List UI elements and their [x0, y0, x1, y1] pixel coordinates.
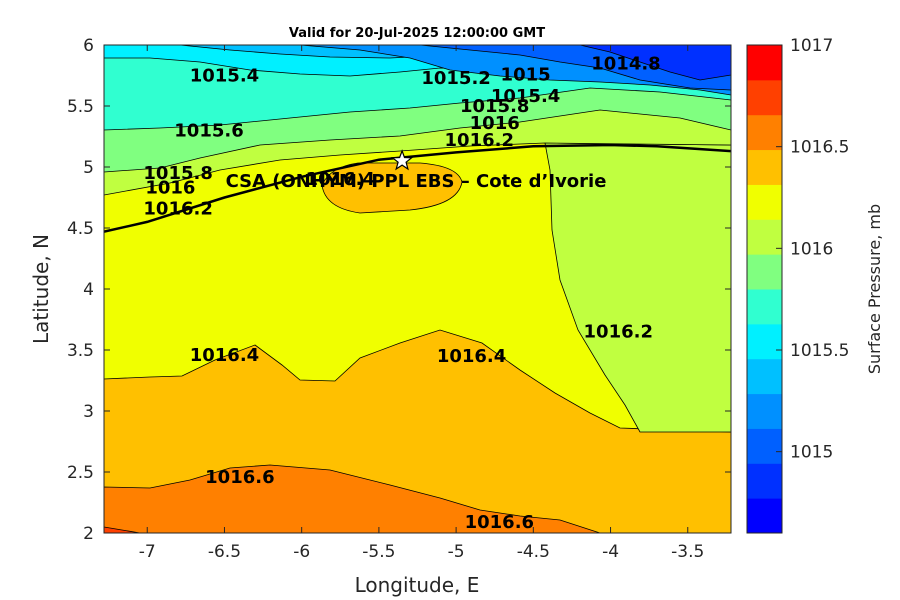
contour-label: 1015.8 [460, 96, 529, 117]
y-tick-label: 4 [83, 280, 94, 300]
y-tick-label: 6 [83, 36, 94, 56]
colorbar-segment [747, 323, 782, 360]
site-label: CSA (ONHYM) PPL EBS – Cote d’Ivorie [226, 171, 607, 192]
colorbar-tick-label: 1015.5 [790, 341, 849, 361]
contour-label: 1016.6 [465, 512, 534, 533]
y-tick-label: 5 [83, 158, 94, 178]
x-tick-label: -6.5 [208, 542, 241, 562]
colorbar-segment [747, 149, 782, 185]
site-star-icon [390, 149, 414, 171]
site-marker-group: CSA (ONHYM) PPL EBS – Cote d’Ivorie [226, 149, 607, 192]
y-tick-label: 4.5 [67, 219, 94, 239]
contour-label: 1015.4 [491, 86, 560, 107]
contour-label: 1015.8 [143, 163, 212, 184]
colorbar-segment [747, 184, 782, 220]
colorbar-tick-label: 1017 [790, 36, 833, 56]
fill-1016.6-1016.8 [104, 464, 601, 533]
coastline [104, 143, 731, 233]
colorbar-segment [747, 45, 782, 81]
contour-label: 1016.6 [205, 467, 274, 488]
contour-label: 1016.4 [306, 169, 375, 190]
coastline-path [104, 143, 731, 233]
colorbar-tick-label: 1015 [790, 443, 833, 463]
x-tick-label: -3.5 [671, 542, 704, 562]
colorbar-segment [747, 463, 782, 499]
colorbar-segment [747, 289, 782, 325]
contour-label: 1016.2 [584, 322, 653, 343]
contour-label: 1016 [145, 178, 195, 199]
colorbar-segment [747, 254, 782, 290]
plot-area: -7 -6.5 -6 -5.5 -5 -4.5 -4 -3.5 2 2.5 3 3.5 4 4.5 5 5.… [67, 36, 732, 562]
x-tick-label: -5.5 [362, 542, 395, 562]
y-tick-label: 5.5 [67, 97, 94, 117]
colorbar-segment [747, 498, 782, 534]
y-axis-ticks: 2 2.5 3 3.5 4 4.5 5 5.5 6 [67, 36, 731, 544]
y-axis-label: Latitude, N [29, 234, 53, 344]
contour-label: 1015.4 [190, 66, 259, 87]
contour-fills [104, 45, 731, 533]
fill-1016.0-1016.2-east [544, 142, 731, 433]
contour-label: 1015 [501, 64, 551, 85]
y-tick-label: 3 [83, 402, 94, 422]
colorbar-segment [747, 358, 782, 395]
colorbar: 1015 1015.5 1016 1016.5 1017 [746, 36, 849, 534]
colorbar-segment [747, 79, 782, 116]
colorbar-segment [747, 114, 782, 151]
fill-1016.4-blob-north [321, 162, 463, 214]
contour-label: 1016.2 [143, 198, 212, 219]
contour-label: 1016.2 [445, 130, 514, 151]
contour-label: 1015.6 [174, 120, 243, 141]
colorbar-segment [747, 428, 782, 464]
contour-label: 1016.4 [437, 346, 506, 367]
contour-label: 1015.2 [421, 68, 490, 89]
colorbar-segment [747, 393, 782, 429]
x-tick-label: -5 [448, 542, 465, 562]
colorbar-frame [746, 44, 783, 534]
x-axis-label: Longitude, E [355, 573, 480, 597]
x-tick-label: -6 [293, 542, 310, 562]
y-tick-label: 2 [83, 524, 94, 544]
x-tick-label: -4.5 [517, 542, 550, 562]
x-axis-ticks: -7 -6.5 -6 -5.5 -5 -4.5 -4 -3.5 [139, 45, 704, 562]
colorbar-label: Surface Pressure, mb [865, 204, 884, 374]
x-tick-label: -7 [139, 542, 156, 562]
colorbar-segment [747, 219, 782, 255]
contour-label: 1016 [470, 113, 520, 134]
colorbar-tick-label: 1016.5 [790, 138, 849, 158]
y-tick-label: 2.5 [67, 463, 94, 483]
contour-label: 1014.8 [591, 53, 660, 74]
contour-label: 1016.4 [190, 345, 259, 366]
chart-title: Valid for 20-Jul-2025 12:00:00 GMT [289, 26, 545, 41]
fill-1016.8-1017 [104, 526, 141, 533]
x-tick-label: -4 [602, 542, 619, 562]
colorbar-tick-label: 1016 [790, 239, 833, 259]
fill-1014.6-1014.8 [579, 45, 731, 81]
y-tick-label: 3.5 [67, 341, 94, 361]
